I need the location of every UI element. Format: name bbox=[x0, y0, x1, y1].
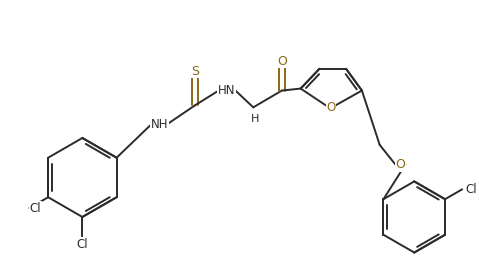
Text: NH: NH bbox=[151, 118, 168, 131]
Text: O: O bbox=[327, 101, 336, 114]
Text: Cl: Cl bbox=[465, 183, 477, 196]
Text: O: O bbox=[396, 158, 405, 171]
Text: Cl: Cl bbox=[29, 201, 41, 215]
Text: O: O bbox=[277, 55, 287, 68]
Text: HN: HN bbox=[218, 84, 235, 97]
Text: Cl: Cl bbox=[77, 238, 88, 251]
Text: H: H bbox=[251, 114, 260, 124]
Text: S: S bbox=[191, 65, 199, 78]
